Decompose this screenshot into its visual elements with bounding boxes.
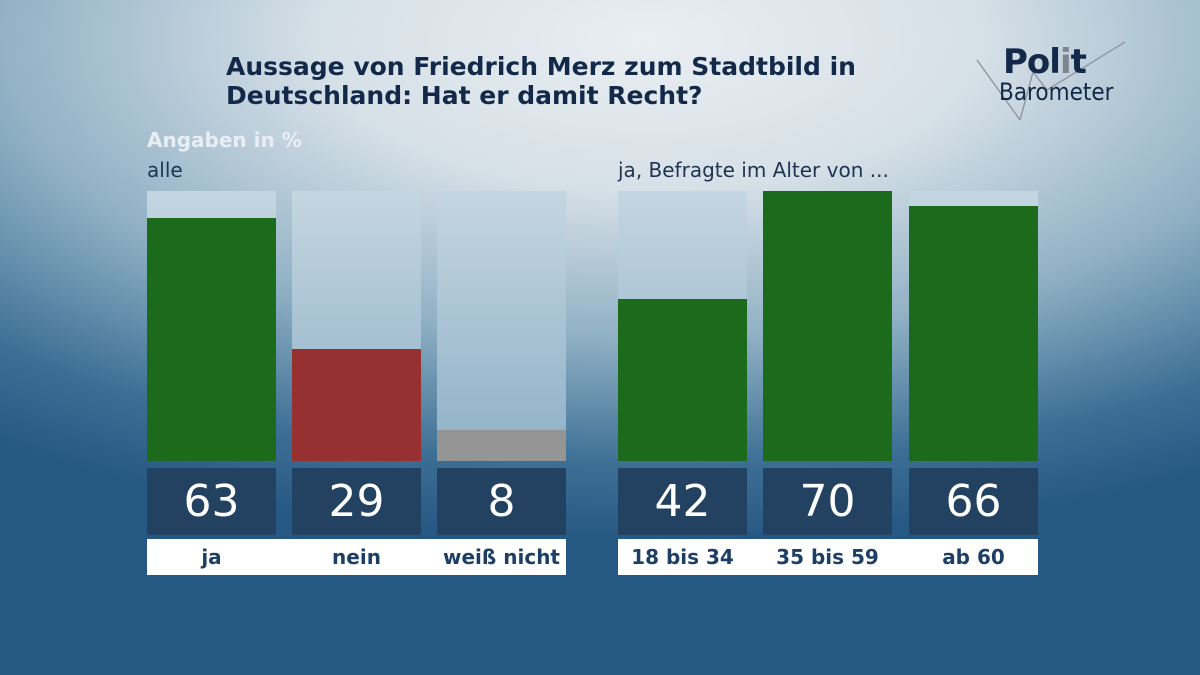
bar-track bbox=[618, 191, 747, 461]
category-label: nein bbox=[292, 539, 421, 575]
category-label: ja bbox=[147, 539, 276, 575]
chart-title: Aussage von Friedrich Merz zum Stadtbild… bbox=[226, 52, 856, 110]
bar-0-0 bbox=[147, 218, 276, 461]
unit-label: Angaben in % bbox=[147, 128, 302, 152]
bar-track bbox=[437, 191, 566, 461]
bar-track bbox=[763, 191, 892, 461]
bar-1-2 bbox=[909, 206, 1038, 461]
bar-track bbox=[147, 191, 276, 461]
bar-1-0 bbox=[618, 299, 747, 461]
value-label: 8 bbox=[437, 468, 566, 535]
value-label: 29 bbox=[292, 468, 421, 535]
bar-0-1 bbox=[292, 349, 421, 461]
bar-0-2 bbox=[437, 430, 566, 461]
bar-track bbox=[909, 191, 1038, 461]
value-label: 70 bbox=[763, 468, 892, 535]
value-label: 42 bbox=[618, 468, 747, 535]
value-label: 63 bbox=[147, 468, 276, 535]
bar-track bbox=[292, 191, 421, 461]
politbarometer-logo: Polit Barometer bbox=[975, 40, 1135, 120]
group-label-age: ja, Befragte im Alter von ... bbox=[618, 158, 889, 182]
bar-1-1 bbox=[763, 191, 892, 461]
category-label: 35 bis 59 bbox=[763, 539, 892, 575]
category-label: ab 60 bbox=[909, 539, 1038, 575]
category-label: weiß nicht bbox=[437, 539, 566, 575]
value-label: 66 bbox=[909, 468, 1038, 535]
group-label-all: alle bbox=[147, 158, 183, 182]
category-label: 18 bis 34 bbox=[618, 539, 747, 575]
